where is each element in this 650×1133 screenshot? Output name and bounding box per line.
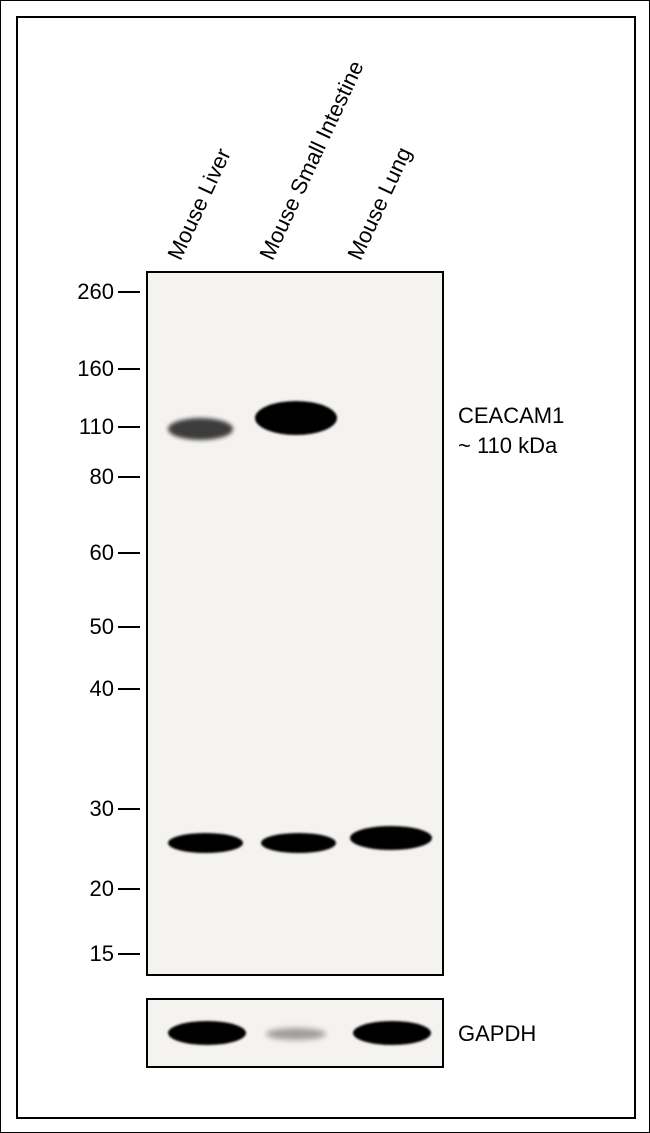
band-lower-lane3 [350,826,432,850]
mw-marker-50: 50 [64,614,114,640]
mw-tick [118,626,140,628]
mw-tick [118,368,140,370]
mw-tick [118,808,140,810]
mw-marker-160: 160 [64,356,114,382]
mw-tick [118,476,140,478]
mw-label: 60 [90,540,114,565]
lane-label-1: Mouse Liver [162,144,236,264]
mw-label: 80 [90,464,114,489]
mw-marker-40: 40 [64,676,114,702]
band-gapdh-lane1 [168,1021,246,1045]
mw-label: 30 [90,796,114,821]
main-blot [146,271,444,976]
mw-marker-80: 80 [64,464,114,490]
mw-label: 110 [79,414,114,439]
mw-tick [118,688,140,690]
band-gapdh-lane2 [266,1028,326,1040]
mw-tick [118,953,140,955]
band-lower-lane1 [168,833,243,853]
figure-container: Mouse Liver Mouse Small Intestine Mouse … [16,16,636,1119]
mw-label: 20 [90,876,114,901]
mw-tick [118,888,140,890]
label-text: CEACAM1 [458,403,564,428]
band-gapdh-lane3 [353,1021,431,1045]
label-text: GAPDH [458,1021,536,1046]
lane-label-text-3: Mouse Lung [342,143,416,263]
band-lower-lane2 [261,833,336,853]
mw-tick [118,552,140,554]
label-text: ~ 110 kDa [458,433,557,458]
right-label-ceacam1: CEACAM1 [458,403,564,429]
mw-label: 40 [90,676,114,701]
lane-label-text-1: Mouse Liver [162,144,235,263]
mw-marker-110: 110 [64,414,114,440]
mw-label: 260 [77,279,114,304]
lane-label-3: Mouse Lung [342,143,417,264]
mw-label: 160 [77,356,114,381]
mw-marker-20: 20 [64,876,114,902]
right-label-kda: ~ 110 kDa [458,433,557,459]
band-ceacam1-lane2 [255,401,337,435]
mw-tick [118,426,140,428]
mw-marker-30: 30 [64,796,114,822]
mw-label: 50 [90,614,114,639]
mw-marker-60: 60 [64,540,114,566]
mw-label: 15 [90,941,114,966]
right-label-gapdh: GAPDH [458,1021,536,1047]
mw-tick [118,291,140,293]
band-ceacam1-lane1 [168,418,233,440]
mw-marker-260: 260 [64,279,114,305]
mw-marker-15: 15 [64,941,114,967]
